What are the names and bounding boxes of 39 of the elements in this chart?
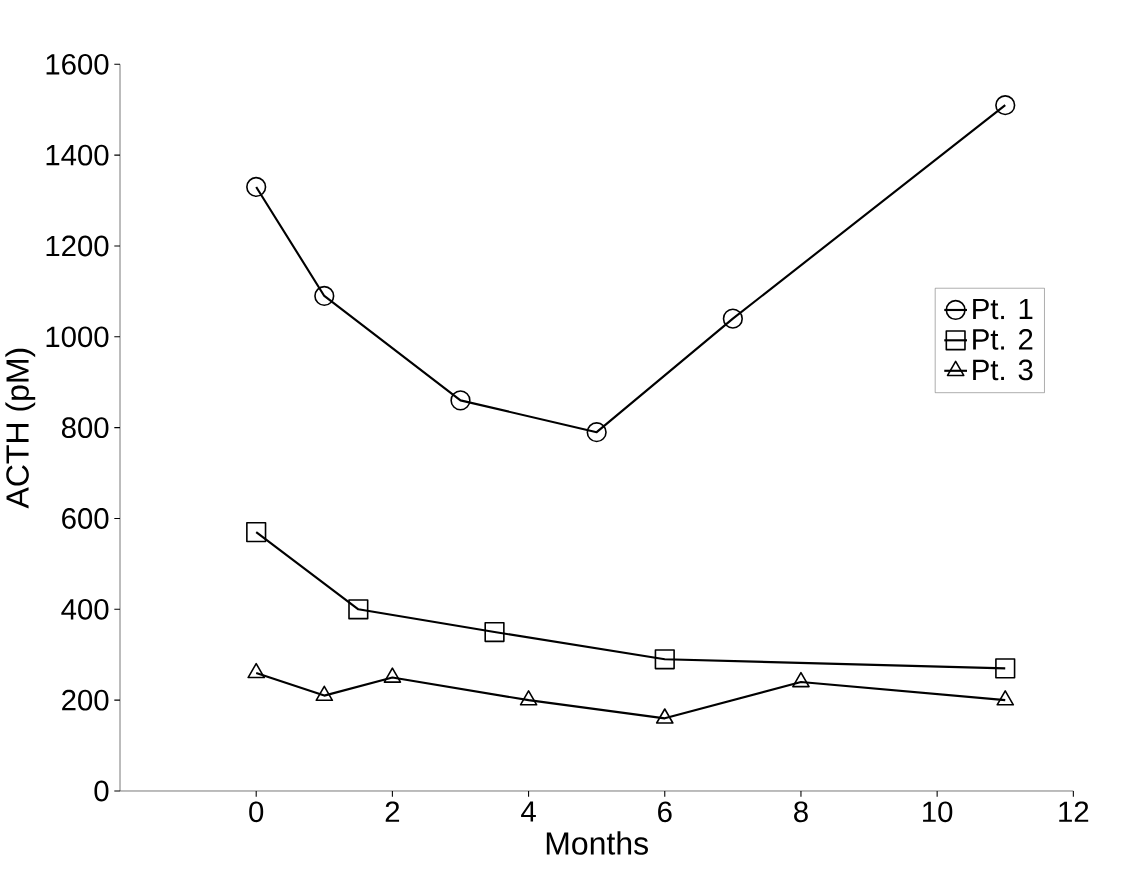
point	[995, 658, 1016, 679]
x-tick-label: 10	[923, 801, 953, 823]
x-axis-title: Months	[546, 831, 648, 855]
point	[246, 176, 267, 198]
point	[792, 671, 810, 688]
point	[484, 621, 505, 643]
x-tick-label: 12	[1059, 801, 1089, 822]
point	[519, 690, 538, 706]
y-tick-label: 1200	[46, 235, 109, 257]
x-tick-label: 8	[794, 801, 808, 823]
y-tick-label: 800	[61, 417, 109, 439]
x-tick-label: 0	[249, 801, 264, 823]
x-tick-label: 2	[385, 801, 400, 822]
y-axis-title: ACTH (pM)	[5, 348, 36, 509]
point	[996, 690, 1015, 706]
y-tick-label: 1400	[46, 144, 109, 166]
y-tick-label: 1600	[46, 53, 109, 75]
point	[247, 662, 266, 679]
legend-label: Pt. 3	[973, 359, 1033, 381]
legend-label: Pt. 1	[973, 298, 1033, 320]
point	[246, 521, 267, 543]
point	[314, 285, 335, 307]
point	[450, 390, 471, 411]
point	[654, 649, 675, 670]
point	[655, 708, 674, 724]
point	[383, 667, 402, 683]
point	[722, 308, 743, 329]
point	[348, 599, 369, 620]
y-tick-label: 0	[94, 780, 109, 802]
x-tick-label: 6	[658, 801, 672, 823]
y-tick-label: 600	[62, 508, 109, 529]
point	[586, 422, 607, 443]
point	[315, 685, 334, 702]
point	[995, 95, 1016, 116]
legend-label: Pt. 2	[973, 329, 1033, 350]
y-tick-label: 200	[62, 689, 109, 711]
x-tick-label: 4	[521, 801, 536, 822]
y-tick-label: 1000	[46, 326, 109, 348]
y-tick-label: 400	[61, 598, 109, 620]
